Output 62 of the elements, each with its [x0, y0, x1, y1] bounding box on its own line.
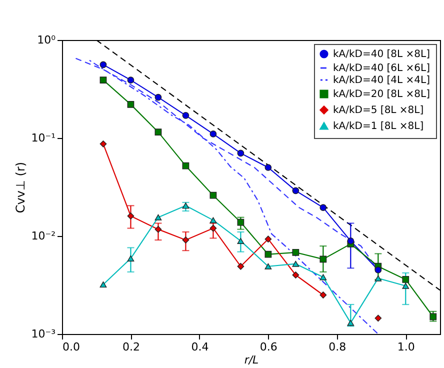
point — [100, 61, 107, 68]
legend-label: kA/kD=40 [6L ×6L] — [333, 63, 430, 74]
point — [264, 250, 272, 258]
point — [237, 218, 244, 226]
x-tick-label: 0.4 — [191, 340, 209, 354]
point — [264, 164, 272, 171]
y-tick-label: 10⁻² — [31, 230, 56, 242]
point — [154, 226, 162, 233]
x-tick-label: 0.0 — [62, 340, 80, 354]
point — [264, 236, 272, 243]
point — [127, 255, 134, 262]
point — [320, 292, 327, 298]
point — [210, 217, 217, 224]
point — [264, 263, 272, 270]
point — [237, 262, 244, 270]
x-tick-label: 1.0 — [397, 340, 415, 354]
y-tick-label: 10⁻³ — [31, 328, 56, 340]
point — [374, 275, 382, 282]
point — [320, 274, 327, 280]
point — [292, 272, 300, 278]
point — [100, 140, 107, 148]
point — [347, 238, 354, 244]
point — [210, 130, 217, 138]
y-tick-label: 10⁻¹ — [31, 132, 56, 144]
point — [347, 320, 354, 326]
point — [430, 313, 437, 320]
point — [237, 238, 244, 244]
legend-label: kA/kD=40 [4L ×4L] — [333, 75, 430, 86]
point — [292, 187, 300, 194]
point — [292, 260, 300, 267]
point — [182, 202, 190, 209]
point — [182, 162, 190, 170]
point — [127, 76, 134, 84]
point — [154, 128, 162, 136]
x-axis-title: r/L — [244, 354, 259, 366]
point — [402, 276, 410, 283]
point — [374, 266, 382, 274]
legend-label: kA/kD=5 [8L ×8L] — [333, 105, 424, 116]
y-tick-label: 10⁰ — [37, 34, 56, 46]
point — [210, 192, 217, 199]
point — [154, 94, 162, 101]
point — [127, 101, 134, 108]
y-axis-title: Cvv⊥ (r) — [13, 162, 28, 214]
point — [320, 256, 327, 263]
point — [182, 236, 190, 244]
point — [127, 212, 134, 220]
point — [374, 314, 382, 322]
legend-label: kA/kD=1 [8L ×8L] — [333, 121, 424, 132]
point — [237, 150, 244, 157]
legend-label: kA/kD=20 [8L ×8L] — [333, 89, 430, 100]
point — [320, 204, 327, 212]
x-tick-label: 0.2 — [122, 340, 140, 354]
point — [292, 248, 300, 256]
point — [100, 281, 107, 288]
point — [100, 76, 107, 84]
point — [210, 224, 217, 232]
x-tick-label: 0.6 — [260, 340, 278, 354]
x-tick-label: 0.8 — [328, 340, 346, 354]
point — [182, 112, 190, 119]
point — [402, 282, 410, 289]
legend-label: kA/kD=40 [8L ×8L] — [333, 49, 430, 60]
point — [154, 214, 162, 220]
